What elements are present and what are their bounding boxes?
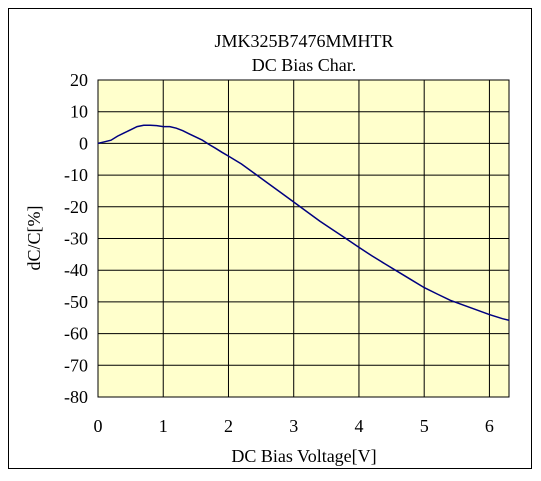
y-tick-label: 0 [79, 133, 88, 153]
chart-subtitle: DC Bias Char. [252, 55, 357, 75]
y-tick-label: -30 [64, 229, 88, 249]
series-line [97, 124, 510, 322]
y-tick-label: -50 [64, 292, 88, 312]
y-tick-label: -40 [64, 260, 88, 280]
x-tick-label: 1 [159, 416, 168, 436]
y-tick-label: -80 [64, 387, 88, 407]
x-tick-label: 0 [94, 416, 103, 436]
y-tick-label: 10 [70, 102, 88, 122]
y-tick-label: 20 [70, 70, 88, 90]
y-tick-label: -20 [64, 197, 88, 217]
y-tick-label: -10 [64, 165, 88, 185]
y-axis-label: dC/C[%] [24, 206, 44, 271]
x-tick-label: 2 [224, 416, 233, 436]
x-tick-label: 6 [485, 416, 494, 436]
x-axis-label: DC Bias Voltage[V] [231, 446, 376, 466]
x-tick-label: 5 [420, 416, 429, 436]
x-tick-label: 4 [354, 416, 363, 436]
y-tick-label: -60 [64, 324, 88, 344]
chart-title: JMK325B7476MMHTR [214, 31, 393, 51]
x-tick-label: 3 [289, 416, 298, 436]
y-tick-label: -70 [64, 355, 88, 375]
